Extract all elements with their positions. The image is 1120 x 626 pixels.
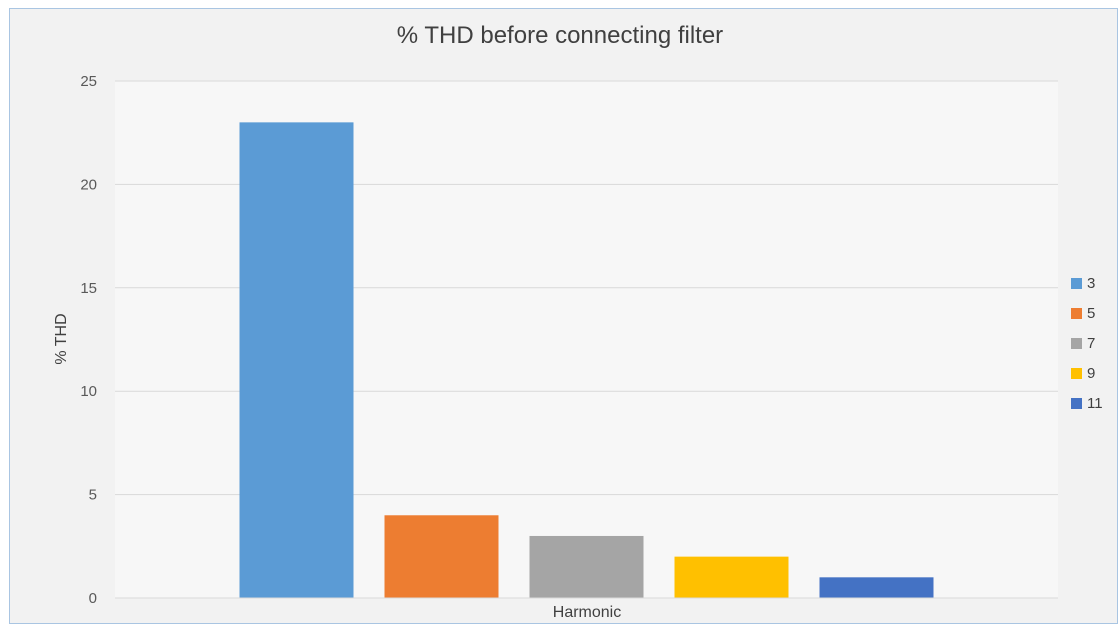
y-axis-title: % THD (53, 313, 70, 364)
legend-swatch (1071, 278, 1082, 289)
legend: 3 5 7 9 11 (1071, 275, 1103, 412)
legend-label: 3 (1087, 275, 1095, 292)
y-tick-label: 15 (80, 280, 97, 297)
bar-harmonic-5 (384, 515, 499, 598)
legend-label: 7 (1087, 335, 1095, 352)
bars (239, 122, 934, 599)
y-tick-label: 10 (80, 383, 97, 400)
legend-label: 9 (1087, 365, 1095, 382)
y-tick-label: 25 (80, 73, 97, 90)
bar-harmonic-11 (819, 577, 934, 598)
legend-swatch (1071, 398, 1082, 409)
bar-harmonic-3 (239, 122, 354, 599)
y-axis-ticks: 0 5 10 15 20 25 (80, 73, 97, 607)
x-axis-title: Harmonic (553, 604, 621, 621)
y-tick-label: 0 (89, 590, 97, 607)
legend-swatch (1071, 308, 1082, 319)
legend-swatch (1071, 338, 1082, 349)
legend-label: 11 (1087, 395, 1103, 412)
bar-harmonic-9 (674, 556, 789, 598)
legend-label: 5 (1087, 305, 1095, 322)
y-tick-label: 20 (80, 176, 97, 193)
legend-swatch (1071, 368, 1082, 379)
bar-harmonic-7 (529, 535, 644, 598)
y-tick-label: 5 (89, 487, 97, 504)
chart-title: % THD before connecting filter (396, 22, 724, 49)
